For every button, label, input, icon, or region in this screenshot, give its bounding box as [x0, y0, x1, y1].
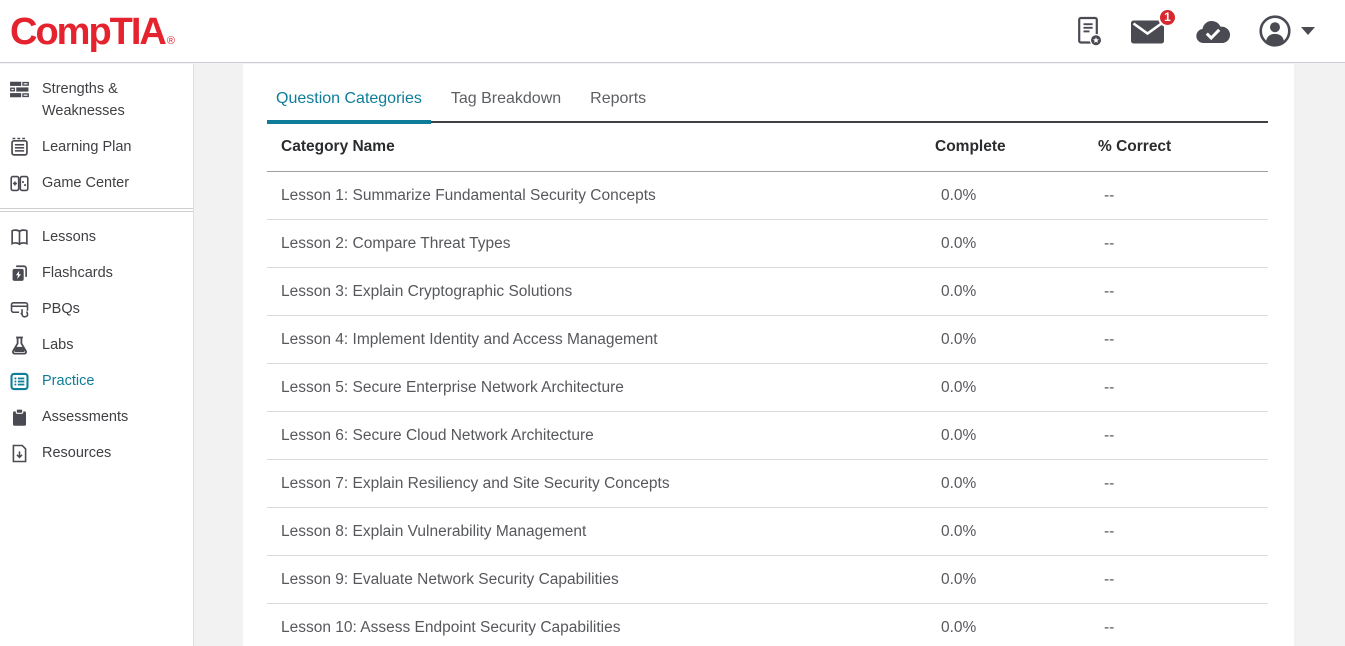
percent-correct-value: --: [1104, 426, 1115, 444]
complete-value: 0.0%: [941, 234, 977, 252]
table-row[interactable]: Lesson 9: Evaluate Network Security Capa…: [267, 556, 1268, 604]
lessons-icon: [8, 226, 30, 248]
sidebar-divider: [0, 208, 193, 212]
cloud-check-glyph: [1196, 20, 1231, 43]
notes-star-glyph: [1078, 16, 1103, 46]
percent-correct-value: --: [1104, 618, 1115, 636]
tab-bar: Question Categories Tag Breakdown Report…: [267, 90, 1268, 124]
sidebar-item-game-center[interactable]: Game Center: [0, 165, 193, 201]
sidebar-item-label: Labs: [42, 337, 74, 353]
category-name: Lesson 6: Secure Cloud Network Architect…: [281, 426, 594, 444]
sidebar-item-practice[interactable]: Practice: [0, 363, 193, 399]
table-row[interactable]: Lesson 3: Explain Cryptographic Solution…: [267, 268, 1268, 316]
strengths-weaknesses-icon: [8, 78, 30, 100]
comptia-logo[interactable]: CompTIA ®: [10, 11, 175, 53]
complete-value: 0.0%: [941, 282, 977, 300]
sidebar-item-learning-plan[interactable]: Learning Plan: [0, 129, 193, 165]
percent-correct-value: --: [1104, 474, 1115, 492]
percent-correct-value: --: [1104, 378, 1115, 396]
category-name: Lesson 7: Explain Resiliency and Site Se…: [281, 474, 670, 492]
cloud-check-icon[interactable]: [1193, 18, 1231, 45]
sidebar-item-label: Game Center: [42, 175, 130, 191]
sidebar-item-label: Flashcards: [42, 265, 113, 281]
account-menu[interactable]: [1258, 14, 1315, 48]
percent-correct-value: --: [1104, 570, 1115, 588]
sidebar-item-label: Resources: [42, 445, 112, 461]
mail-glyph: [1131, 20, 1164, 43]
sidebar-item-label: Strengths & Weaknesses: [42, 81, 125, 119]
main-content: Question Categories Tag Breakdown Report…: [243, 64, 1294, 646]
complete-value: 0.0%: [941, 570, 977, 588]
sidebar-item-label: Assessments: [42, 409, 129, 425]
category-name: Lesson 1: Summarize Fundamental Security…: [281, 186, 656, 204]
resources-icon: [8, 442, 30, 464]
logo-text: CompTIA: [10, 11, 167, 53]
sidebar-item-lessons[interactable]: Lessons: [0, 219, 193, 255]
tab-question-categories[interactable]: Question Categories: [267, 90, 431, 124]
game-center-icon: [8, 172, 30, 194]
table-row[interactable]: Lesson 5: Secure Enterprise Network Arch…: [267, 364, 1268, 412]
column-header-category-name: Category Name: [281, 138, 395, 155]
mail-icon[interactable]: 1: [1130, 7, 1177, 45]
percent-correct-value: --: [1104, 282, 1115, 300]
table-header-row: Category Name Complete % Correct: [267, 123, 1268, 172]
mail-badge: 1: [1158, 7, 1177, 27]
category-name: Lesson 9: Evaluate Network Security Capa…: [281, 570, 619, 588]
category-name: Lesson 4: Implement Identity and Access …: [281, 330, 658, 348]
table-row[interactable]: Lesson 6: Secure Cloud Network Architect…: [267, 412, 1268, 460]
table-row[interactable]: Lesson 1: Summarize Fundamental Security…: [267, 172, 1268, 220]
table-row[interactable]: Lesson 4: Implement Identity and Access …: [267, 316, 1268, 364]
chevron-down-icon: [1301, 27, 1315, 35]
sidebar-nav: Strengths & Weaknesses Learning Plan: [0, 64, 194, 646]
pbqs-icon: [8, 298, 30, 320]
column-header-complete: Complete: [935, 138, 1006, 155]
complete-value: 0.0%: [941, 474, 977, 492]
registered-mark: ®: [166, 35, 175, 47]
percent-correct-value: --: [1104, 522, 1115, 540]
sidebar-item-label: Lessons: [42, 229, 97, 245]
sidebar-item-labs[interactable]: Labs: [0, 327, 193, 363]
category-name: Lesson 3: Explain Cryptographic Solution…: [281, 282, 573, 300]
learning-plan-icon: [8, 136, 30, 158]
complete-value: 0.0%: [941, 522, 977, 540]
category-table: Category Name Complete % Correct Lesson …: [267, 123, 1268, 646]
table-row[interactable]: Lesson 7: Explain Resiliency and Site Se…: [267, 460, 1268, 508]
sidebar-item-label: PBQs: [42, 301, 80, 317]
column-header-percent-correct: % Correct: [1098, 138, 1172, 155]
complete-value: 0.0%: [941, 378, 977, 396]
sidebar-item-resources[interactable]: Resources: [0, 435, 193, 471]
tab-reports[interactable]: Reports: [590, 90, 647, 107]
percent-correct-value: --: [1104, 330, 1115, 348]
category-name: Lesson 5: Secure Enterprise Network Arch…: [281, 378, 624, 396]
flashcards-icon: [8, 262, 30, 284]
practice-icon: [8, 370, 30, 392]
percent-correct-value: --: [1104, 234, 1115, 252]
category-name: Lesson 10: Assess Endpoint Security Capa…: [281, 618, 621, 636]
tab-tag-breakdown[interactable]: Tag Breakdown: [450, 90, 562, 107]
labs-icon: [8, 334, 30, 356]
category-name: Lesson 8: Explain Vulnerability Manageme…: [281, 522, 587, 540]
avatar-icon: [1259, 15, 1291, 47]
sidebar-item-pbqs[interactable]: PBQs: [0, 291, 193, 327]
top-icon-group: 1: [1076, 7, 1315, 48]
sidebar-item-label: Practice: [42, 373, 95, 389]
sidebar-item-strengths-weaknesses[interactable]: Strengths & Weaknesses: [0, 71, 193, 129]
complete-value: 0.0%: [941, 426, 977, 444]
top-bar: CompTIA ® 1: [0, 0, 1345, 63]
complete-value: 0.0%: [941, 330, 977, 348]
percent-correct-value: --: [1104, 186, 1115, 204]
table-row[interactable]: Lesson 8: Explain Vulnerability Manageme…: [267, 508, 1268, 556]
notes-star-icon[interactable]: [1076, 16, 1103, 47]
complete-value: 0.0%: [941, 618, 977, 636]
category-name: Lesson 2: Compare Threat Types: [281, 234, 511, 252]
sidebar-item-flashcards[interactable]: Flashcards: [0, 255, 193, 291]
table-row[interactable]: Lesson 10: Assess Endpoint Security Capa…: [267, 604, 1268, 646]
sidebar-item-assessments[interactable]: Assessments: [0, 399, 193, 435]
assessments-icon: [8, 406, 30, 428]
table-row[interactable]: Lesson 2: Compare Threat Types 0.0% --: [267, 220, 1268, 268]
complete-value: 0.0%: [941, 186, 977, 204]
sidebar-item-label: Learning Plan: [42, 139, 132, 155]
